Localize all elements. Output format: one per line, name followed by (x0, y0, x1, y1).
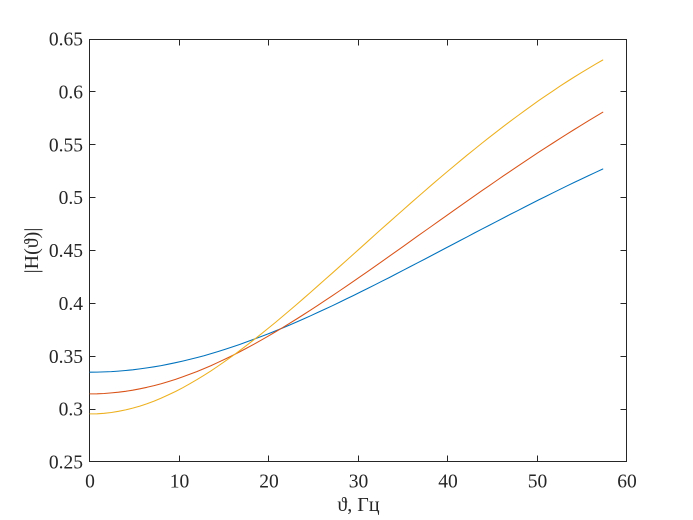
svg-text:|H(ϑ)|: |H(ϑ)| (21, 228, 43, 274)
svg-text:60: 60 (617, 472, 637, 493)
svg-text:ϑ, Гц: ϑ, Гц (337, 494, 379, 516)
svg-text:0.25: 0.25 (49, 453, 83, 474)
svg-text:0.5: 0.5 (59, 188, 83, 209)
svg-text:50: 50 (528, 472, 548, 493)
svg-text:30: 30 (349, 472, 369, 493)
svg-text:0.35: 0.35 (49, 347, 83, 368)
svg-text:0: 0 (85, 472, 95, 493)
svg-text:0.4: 0.4 (59, 294, 84, 315)
svg-text:40: 40 (438, 472, 458, 493)
svg-text:0.3: 0.3 (59, 400, 83, 421)
svg-text:0.65: 0.65 (49, 30, 83, 51)
svg-text:0.55: 0.55 (49, 135, 83, 156)
svg-text:0.45: 0.45 (49, 241, 83, 262)
svg-text:0.6: 0.6 (59, 82, 84, 103)
svg-text:10: 10 (170, 472, 190, 493)
svg-text:20: 20 (259, 472, 279, 493)
